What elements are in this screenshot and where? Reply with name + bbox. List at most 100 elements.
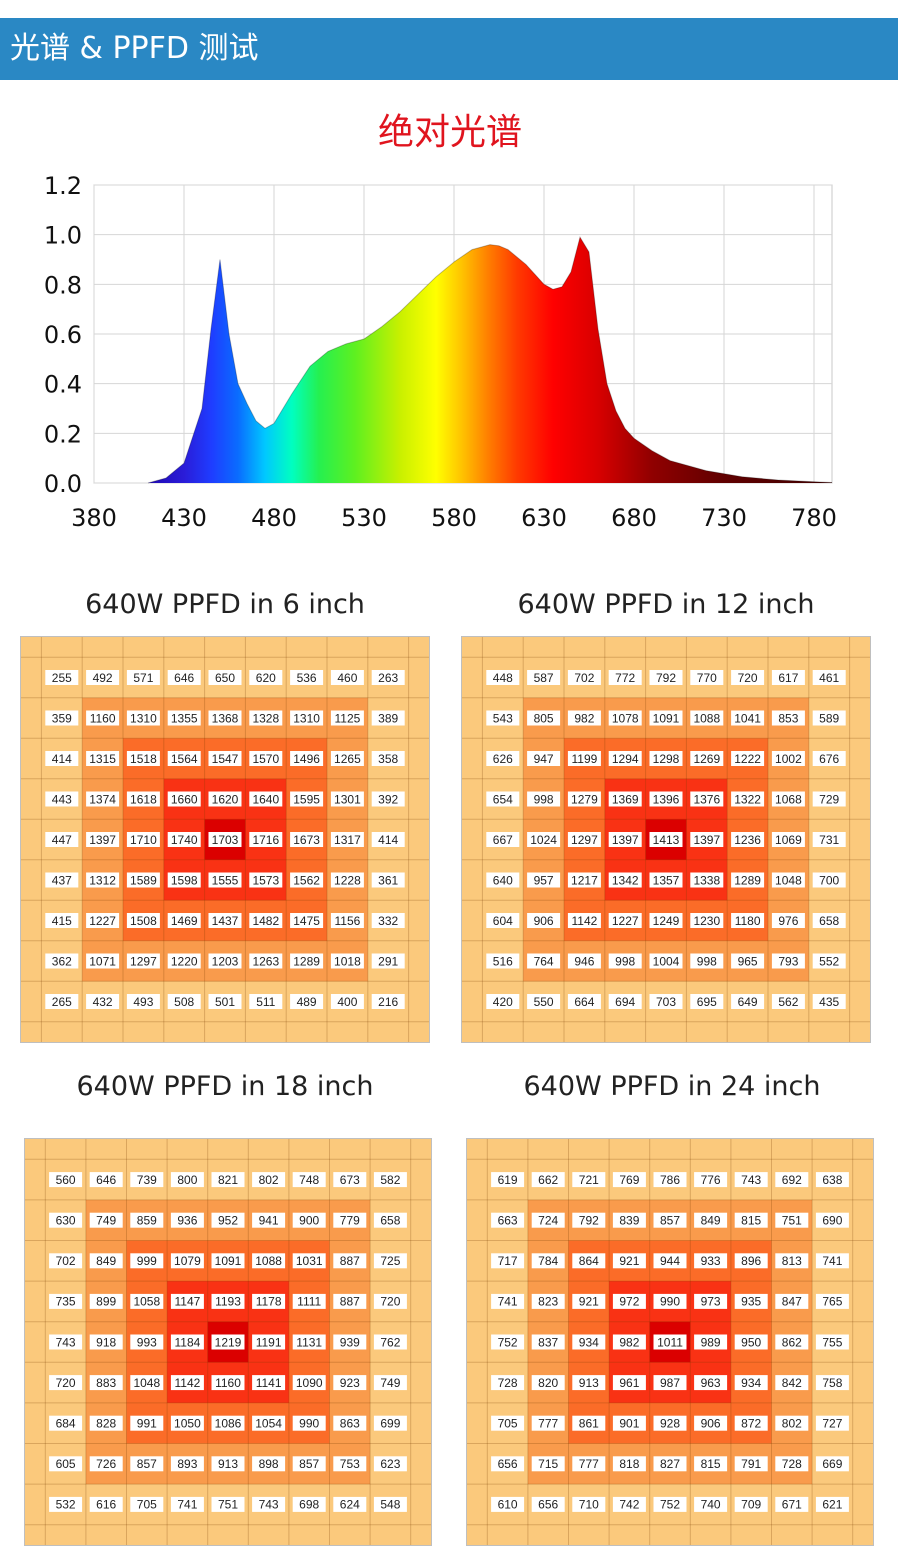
grid-value: 1620: [212, 792, 239, 806]
grid-value-box: [211, 1212, 245, 1228]
grid-value: 1178: [256, 1295, 282, 1309]
grid-value: 906: [701, 1417, 721, 1431]
grid-value-box: [612, 1415, 646, 1431]
grid-value: 987: [660, 1376, 680, 1390]
grid-value-box: [333, 1253, 367, 1269]
grid-value-box: [373, 1334, 407, 1350]
grid-value: 1562: [293, 873, 320, 887]
grid-value-box: [252, 1253, 286, 1269]
grid-value: 1088: [693, 711, 720, 725]
grid-value: 1228: [334, 873, 361, 887]
grid-value-box: [812, 751, 846, 766]
page-title: 光谱 & PPFD 测试: [10, 31, 259, 66]
grid-value: 906: [534, 914, 554, 928]
grid-value: 620: [256, 671, 276, 685]
grid-value-box: [775, 1212, 809, 1228]
grid-value: 695: [697, 995, 717, 1009]
grid-value: 676: [819, 752, 839, 766]
grid-value-box: [812, 710, 846, 726]
grid-value-box: [815, 1334, 849, 1350]
grid-value-box: [649, 953, 683, 969]
grid-value-box: [167, 994, 201, 1009]
grid-value-box: [49, 1253, 83, 1269]
grid-value-box: [491, 1212, 525, 1228]
grid-value-box: [249, 751, 283, 766]
grid-value: 1024: [530, 833, 557, 847]
grid-value: 862: [782, 1335, 802, 1349]
grid-value-box: [208, 913, 242, 928]
grid-value: 946: [574, 954, 594, 968]
grid-value: 957: [534, 873, 554, 887]
grid-value-box: [249, 953, 283, 969]
grid-value: 1710: [130, 833, 157, 847]
grid-value-box: [491, 1253, 525, 1269]
grid-value-box: [486, 872, 520, 888]
grid-value-box: [371, 710, 405, 726]
grid-value-box: [170, 1496, 204, 1512]
grid-value: 751: [218, 1498, 238, 1512]
grid-value: 671: [782, 1498, 802, 1512]
grid-value: 1142: [174, 1376, 200, 1390]
grid-value-box: [292, 1293, 326, 1309]
grid-value: 827: [660, 1457, 680, 1471]
grid-value-box: [771, 994, 805, 1009]
grid-value: 828: [96, 1417, 116, 1431]
grid-value-box: [330, 751, 364, 766]
grid-value-box: [567, 913, 601, 928]
grid-value: 532: [56, 1498, 76, 1512]
grid-value: 921: [579, 1295, 599, 1309]
grid-value-box: [567, 953, 601, 969]
grid-value: 1294: [612, 752, 639, 766]
grid-value-box: [649, 994, 683, 1009]
grid-value: 461: [819, 671, 839, 685]
grid-value-box: [290, 791, 324, 807]
grid-value: 1217: [571, 873, 598, 887]
grid-value: 1091: [215, 1254, 242, 1268]
grid-value: 626: [493, 752, 513, 766]
grid-value-box: [527, 913, 561, 928]
grid-value: 791: [741, 1457, 761, 1471]
grid-value-box: [130, 1212, 164, 1228]
grid-value: 1011: [657, 1335, 683, 1349]
grid-value: 921: [619, 1254, 639, 1268]
grid-value: 918: [96, 1335, 116, 1349]
grid-value-box: [290, 751, 324, 766]
grid-value: 739: [137, 1173, 157, 1187]
grid-value: 928: [660, 1417, 680, 1431]
grid-value: 1397: [89, 833, 116, 847]
grid-value: 1595: [293, 792, 320, 806]
y-tick-label: 0.2: [44, 420, 82, 448]
grid-value: 1058: [133, 1295, 160, 1309]
y-tick-label: 1.0: [44, 222, 82, 250]
grid-value: 1227: [89, 914, 116, 928]
grid-value-box: [292, 1375, 326, 1391]
grid-value-box: [815, 1496, 849, 1512]
grid-value-box: [86, 710, 120, 726]
grid-value: 1547: [212, 752, 239, 766]
ppfd-6-inch-grid: 255 492 571 646 650 620 536 460 263 359 1160 1310 13…: [20, 636, 430, 1043]
grid-value: 493: [133, 995, 153, 1009]
grid-value: 265: [52, 995, 72, 1009]
grid-value-box: [527, 670, 561, 685]
grid-value-box: [531, 1375, 565, 1391]
grid-value-box: [290, 953, 324, 969]
grid-value: 1396: [653, 792, 680, 806]
grid-value: 857: [137, 1457, 157, 1471]
grid-value-box: [167, 872, 201, 888]
grid-value-box: [86, 913, 120, 928]
grid-value: 1219: [215, 1335, 242, 1349]
grid-value: 448: [493, 671, 513, 685]
y-tick-label: 1.2: [44, 172, 82, 200]
grid-value-box: [330, 994, 364, 1009]
grid-value: 735: [56, 1295, 76, 1309]
grid-value: 933: [701, 1254, 721, 1268]
grid-value: 982: [574, 711, 594, 725]
grid-value: 729: [819, 792, 839, 806]
grid-value-box: [775, 1415, 809, 1431]
grid-value-box: [491, 1456, 525, 1472]
grid-value-box: [572, 1212, 606, 1228]
grid-value: 703: [656, 995, 676, 1009]
grid-value: 1342: [612, 873, 639, 887]
grid-value-box: [373, 1172, 407, 1188]
grid-value-box: [734, 1415, 768, 1431]
